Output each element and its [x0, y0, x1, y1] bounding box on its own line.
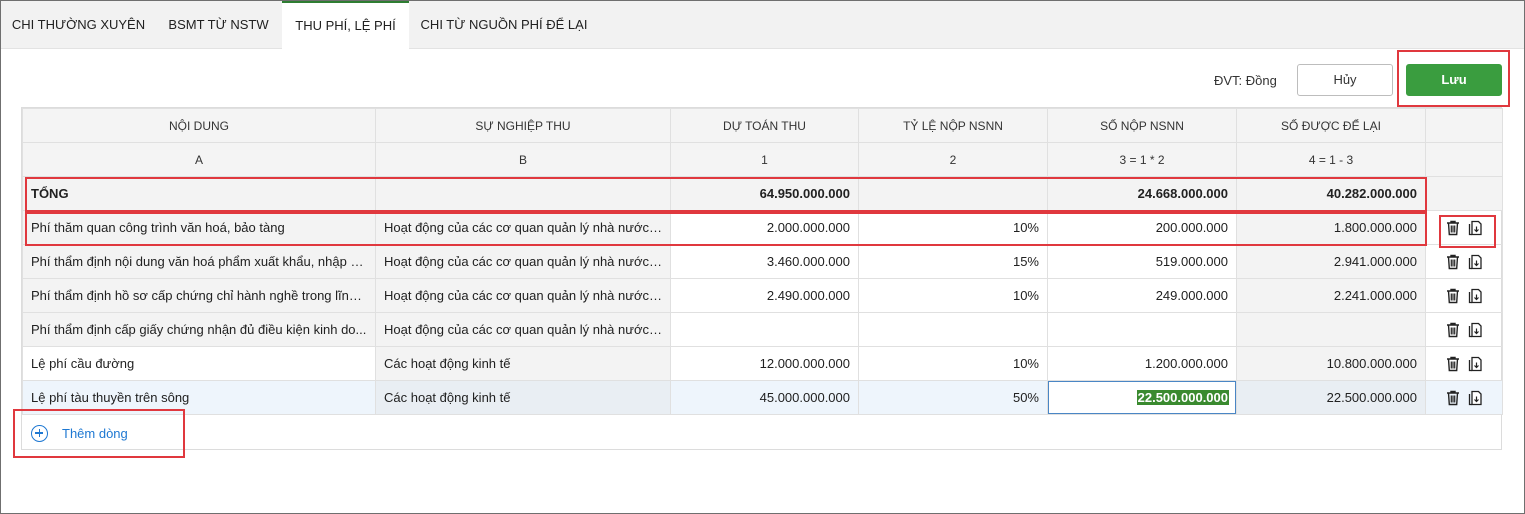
row-actions	[1425, 210, 1503, 245]
add-row-button[interactable]: Thêm dòng	[31, 423, 128, 443]
total-so-nop: 24.668.000.000	[1047, 176, 1237, 211]
total-de-lai: 40.282.000.000	[1236, 176, 1426, 211]
copy-icon[interactable]	[1467, 254, 1483, 270]
total-label: TỔNG	[22, 176, 376, 211]
cell-ty-le[interactable]: 10%	[858, 346, 1048, 381]
table-row[interactable]: Phí thẩm định hồ sơ cấp chứng chỉ hành n…	[22, 278, 1503, 313]
table-row[interactable]: Lệ phí cầu đường Các hoạt động kinh tế 1…	[22, 346, 1503, 381]
cell-so-nop[interactable]	[1047, 312, 1237, 347]
trash-icon[interactable]	[1445, 322, 1461, 338]
trash-icon[interactable]	[1445, 254, 1461, 270]
cell-noi-dung[interactable]: Phí thẩm định cấp giấy chứng nhận đủ điề…	[22, 312, 376, 347]
cell-ty-le[interactable]: 15%	[858, 244, 1048, 279]
cell-noi-dung[interactable]: Phí thẩm định hồ sơ cấp chứng chỉ hành n…	[22, 278, 376, 313]
cell-de-lai: 2.941.000.000	[1236, 244, 1426, 279]
cell-so-nop[interactable]: 200.000.000	[1047, 210, 1237, 245]
cell-du-toan[interactable]: 45.000.000.000	[670, 380, 859, 415]
cell-so-nop-editing[interactable]: 22.500.000.000	[1047, 380, 1237, 415]
code-a: A	[22, 142, 376, 177]
cell-so-nop[interactable]: 1.200.000.000	[1047, 346, 1237, 381]
header-ty-le-nop: TỶ LỆ NỘP NSNN	[858, 108, 1048, 143]
header-su-nghiep-thu: SỰ NGHIỆP THU	[375, 108, 671, 143]
selected-text: 22.500.000.000	[1136, 390, 1229, 405]
row-actions	[1425, 312, 1503, 347]
add-row-label: Thêm dòng	[62, 425, 128, 441]
trash-icon[interactable]	[1445, 288, 1461, 304]
row-actions	[1425, 346, 1503, 381]
copy-icon[interactable]	[1467, 220, 1483, 236]
cancel-button[interactable]: Hủy	[1297, 64, 1393, 96]
copy-icon[interactable]	[1467, 356, 1483, 372]
tab-bar: CHI THƯỜNG XUYÊN BSMT TỪ NSTW THU PHÍ, L…	[1, 1, 1524, 50]
cell-ty-le[interactable]: 10%	[858, 210, 1048, 245]
header-so-nop: SỐ NỘP NSNN	[1047, 108, 1237, 143]
revenue-table: NỘI DUNG SỰ NGHIỆP THU DỰ TOÁN THU TỶ LỆ…	[21, 107, 1503, 450]
cell-so-nop[interactable]: 249.000.000	[1047, 278, 1237, 313]
so-nop-input[interactable]: 22.500.000.000	[1048, 381, 1236, 414]
tab-thu-phi-le-phi[interactable]: THU PHÍ, LỆ PHÍ	[282, 1, 409, 50]
header-noi-dung: NỘI DUNG	[22, 108, 376, 143]
cell-du-toan[interactable]: 3.460.000.000	[670, 244, 859, 279]
cell-de-lai: 10.800.000.000	[1236, 346, 1426, 381]
total-actions	[1425, 176, 1503, 211]
unit-label: ĐVT: Đồng	[1214, 73, 1277, 88]
cell-su-nghiep[interactable]: Hoạt động của các cơ quan quản lý nhà nư…	[375, 244, 671, 279]
code-4: 4 = 1 - 3	[1236, 142, 1426, 177]
code-b: B	[375, 142, 671, 177]
cell-de-lai: 1.800.000.000	[1236, 210, 1426, 245]
cell-ty-le[interactable]: 50%	[858, 380, 1048, 415]
table-row[interactable]: Phí thẩm định cấp giấy chứng nhận đủ điề…	[22, 312, 1503, 347]
cell-su-nghiep[interactable]: Hoạt động của các cơ quan quản lý nhà nư…	[375, 210, 671, 245]
plus-circle-icon	[31, 424, 48, 442]
cell-su-nghiep[interactable]: Các hoạt động kinh tế	[375, 346, 671, 381]
header-du-toan-thu: DỰ TOÁN THU	[670, 108, 859, 143]
tab-bsmt-tu-nstw[interactable]: BSMT TỪ NSTW	[168, 17, 269, 32]
cell-so-nop[interactable]: 519.000.000	[1047, 244, 1237, 279]
trash-icon[interactable]	[1445, 220, 1461, 236]
cell-noi-dung[interactable]: Phí thẩm định nội dung văn hoá phẩm xuất…	[22, 244, 376, 279]
cell-de-lai	[1236, 312, 1426, 347]
tab-chi-tu-nguon-phi-de-lai[interactable]: CHI TỪ NGUỒN PHÍ ĐỂ LẠI	[420, 17, 588, 32]
total-ty-le	[858, 176, 1048, 211]
header-actions	[1425, 108, 1503, 143]
cell-su-nghiep[interactable]: Hoạt động của các cơ quan quản lý nhà nư…	[375, 278, 671, 313]
row-actions	[1425, 278, 1503, 313]
cell-ty-le[interactable]: 10%	[858, 278, 1048, 313]
cell-du-toan[interactable]	[670, 312, 859, 347]
cell-de-lai: 22.500.000.000	[1236, 380, 1426, 415]
copy-icon[interactable]	[1467, 390, 1483, 406]
row-actions	[1425, 380, 1503, 415]
cell-noi-dung[interactable]: Lệ phí cầu đường	[22, 346, 376, 381]
code-2: 2	[858, 142, 1048, 177]
cell-du-toan[interactable]: 2.490.000.000	[670, 278, 859, 313]
table-row[interactable]: Phí thăm quan công trình văn hoá, bảo tà…	[22, 210, 1503, 245]
table-row[interactable]: Phí thẩm định nội dung văn hoá phẩm xuất…	[22, 244, 1503, 279]
row-actions	[1425, 244, 1503, 279]
cell-noi-dung[interactable]: Phí thăm quan công trình văn hoá, bảo tà…	[22, 210, 376, 245]
cell-su-nghiep[interactable]: Các hoạt động kinh tế	[375, 380, 671, 415]
total-row: TỔNG 64.950.000.000 24.668.000.000 40.28…	[22, 176, 1503, 211]
trash-icon[interactable]	[1445, 390, 1461, 406]
header-so-de-lai: SỐ ĐƯỢC ĐỂ LẠI	[1236, 108, 1426, 143]
total-su-nghiep	[375, 176, 671, 211]
save-button[interactable]: Lưu	[1406, 64, 1502, 96]
total-du-toan: 64.950.000.000	[670, 176, 859, 211]
cell-su-nghiep[interactable]: Hoạt động của các cơ quan quản lý nhà nư…	[375, 312, 671, 347]
copy-icon[interactable]	[1467, 322, 1483, 338]
trash-icon[interactable]	[1445, 356, 1461, 372]
cell-du-toan[interactable]: 2.000.000.000	[670, 210, 859, 245]
cell-ty-le[interactable]	[858, 312, 1048, 347]
code-3: 3 = 1 * 2	[1047, 142, 1237, 177]
cell-du-toan[interactable]: 12.000.000.000	[670, 346, 859, 381]
table-row-selected[interactable]: Lệ phí tàu thuyền trên sông Các hoạt độn…	[22, 380, 1503, 415]
copy-icon[interactable]	[1467, 288, 1483, 304]
cell-noi-dung[interactable]: Lệ phí tàu thuyền trên sông	[22, 380, 376, 415]
code-1: 1	[670, 142, 859, 177]
cell-de-lai: 2.241.000.000	[1236, 278, 1426, 313]
tab-chi-thuong-xuyen[interactable]: CHI THƯỜNG XUYÊN	[11, 17, 146, 32]
code-actions	[1425, 142, 1503, 177]
